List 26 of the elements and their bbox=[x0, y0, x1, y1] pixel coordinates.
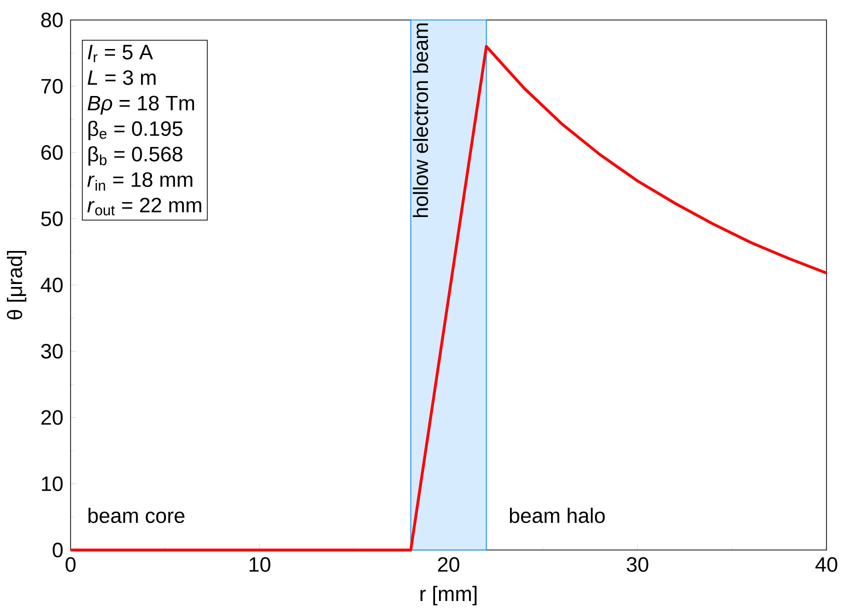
x-tick-label: 0 bbox=[66, 557, 76, 572]
y-tick-label: 10 bbox=[42, 476, 63, 492]
x-axis-title: r [mm] bbox=[420, 586, 477, 606]
y-tick-label: 50 bbox=[41, 211, 63, 226]
x-tick-label: 30 bbox=[626, 557, 648, 572]
y-tick-label: 60 bbox=[41, 144, 63, 160]
annotation: beam core bbox=[88, 508, 184, 523]
y-tick-label: 80 bbox=[41, 12, 63, 28]
band-label: hollow electron beam bbox=[412, 23, 428, 217]
y-tick-label: 30 bbox=[41, 344, 63, 359]
annotation: β$_{e}$ = 0.195 bbox=[88, 120, 182, 140]
annotation: r$_{out}$ = 22 mm bbox=[87, 198, 202, 216]
x-tick-label: 10 bbox=[250, 557, 270, 572]
x-tick-label: 40 bbox=[815, 557, 838, 572]
y-tick-label: 40 bbox=[40, 278, 63, 292]
annotation: Bρ = 18 Tm bbox=[88, 96, 194, 114]
y-axis-title: θ [μrad] bbox=[6, 250, 26, 320]
x-tick-label: 20 bbox=[438, 557, 460, 572]
y-tick-label: 20 bbox=[41, 410, 63, 425]
annotation: r$_{in}$ = 18 mm bbox=[87, 172, 192, 190]
annotation: beam halo bbox=[510, 508, 605, 523]
annotation: L = 3 m bbox=[88, 70, 156, 85]
y-tick-label: 70 bbox=[41, 78, 63, 94]
annotation: I$_{r}$ = 5 A bbox=[88, 44, 153, 62]
annotation: β$_{b}$ = 0.568 bbox=[88, 146, 182, 166]
y-tick-label: 0 bbox=[52, 542, 63, 558]
